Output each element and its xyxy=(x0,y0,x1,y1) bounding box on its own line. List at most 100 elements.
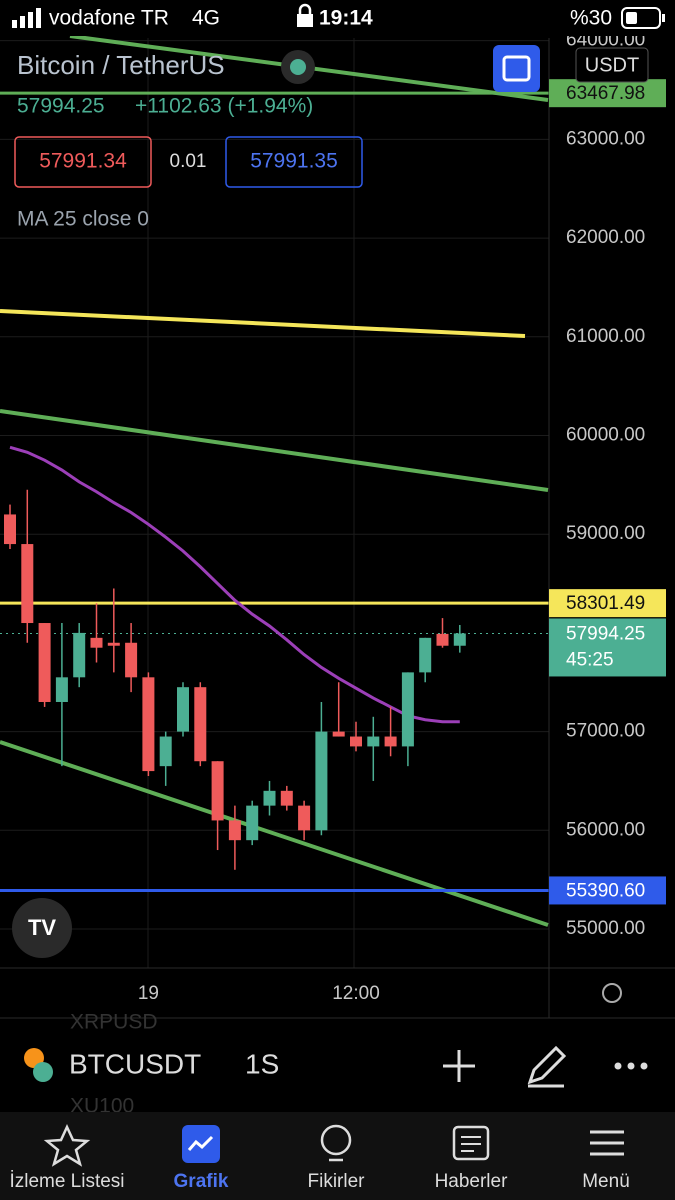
candle-body xyxy=(21,544,34,624)
candle-body xyxy=(159,736,172,767)
x-tick-label: 19 xyxy=(138,983,159,1004)
candle-body xyxy=(194,687,207,762)
candle-body xyxy=(246,805,259,841)
toolbar-interval[interactable]: 1S xyxy=(245,1048,279,1079)
y-tick-label: 60000.00 xyxy=(566,425,645,446)
y-tick-label: 63000.00 xyxy=(566,128,645,149)
toolbar-symbol[interactable]: BTCUSDT xyxy=(69,1048,201,1079)
bid: 57991.34 xyxy=(39,150,127,173)
battery-icon xyxy=(621,7,665,29)
last-price-box xyxy=(549,618,666,677)
tab-icon xyxy=(187,1135,214,1151)
candle-body xyxy=(211,761,224,821)
candle-body xyxy=(315,731,328,831)
indicator-legend: MA 25 close 0 xyxy=(17,208,149,231)
logo-mark: TV xyxy=(28,915,56,940)
price-level-box xyxy=(549,79,666,108)
tab-icon xyxy=(182,1125,220,1163)
fullscreen-icon xyxy=(502,55,531,82)
network: 4G xyxy=(192,7,220,30)
moving-average xyxy=(9,445,460,724)
candle-body xyxy=(55,677,68,702)
x-tick-label: 12:00 xyxy=(332,983,380,1004)
watchlist-prev: XRPUSD xyxy=(70,1011,158,1034)
candle-body xyxy=(107,642,120,646)
candle-body xyxy=(384,736,397,747)
candle-body xyxy=(73,632,86,678)
tab-icon xyxy=(320,1124,352,1156)
trend-line xyxy=(0,309,526,338)
candle-body xyxy=(367,736,380,747)
currency: USDT xyxy=(585,54,639,76)
currency-box xyxy=(575,47,649,83)
market-status-dot xyxy=(290,59,306,75)
candle-body xyxy=(38,623,51,702)
candle-body xyxy=(453,633,466,646)
y-tick-label: 57000.00 xyxy=(566,721,645,742)
price-level-box xyxy=(549,589,666,618)
fullscreen-button[interactable] xyxy=(493,45,540,92)
tab-icon xyxy=(452,1125,490,1161)
status-bar xyxy=(0,0,675,36)
y-tick-label: 62000.00 xyxy=(566,227,645,248)
symbol-name: Bitcoin / TetherUS xyxy=(17,50,225,80)
candle-body xyxy=(263,790,276,806)
coin-icon xyxy=(33,1062,53,1082)
price-level-label: 55390.60 xyxy=(566,880,645,901)
spread: 0.01 xyxy=(170,151,207,172)
candle-body xyxy=(142,677,155,772)
trend-line xyxy=(0,740,549,927)
ask: 57991.35 xyxy=(250,150,338,173)
marks xyxy=(0,91,549,892)
tab-icon xyxy=(590,1130,624,1156)
candle-body xyxy=(177,687,189,732)
price-change: +1102.63 (+1.94%) xyxy=(135,95,313,118)
axis-settings[interactable] xyxy=(602,983,622,1003)
y-tick-label: 55000.00 xyxy=(566,918,645,939)
price-axis: 55000.00 56000.00 57000.00 59000.00 60000.00… xyxy=(138,30,666,1004)
y-tick-label: 59000.00 xyxy=(566,523,645,544)
price-level-box xyxy=(549,876,666,905)
y-tick-label: 61000.00 xyxy=(566,326,645,347)
candle-body xyxy=(401,672,414,747)
draw-button[interactable] xyxy=(527,1045,567,1088)
watchlist-next: XU100 xyxy=(70,1095,134,1118)
tab-label[interactable]: Fikirler xyxy=(308,1171,366,1192)
add-button[interactable] xyxy=(443,1050,475,1082)
sell-button[interactable] xyxy=(14,136,152,188)
logo[interactable] xyxy=(12,898,72,958)
candle-body xyxy=(436,633,449,646)
candle-body xyxy=(228,820,241,841)
price-level-label: 58301.49 xyxy=(566,593,645,614)
tab-icon xyxy=(461,1136,481,1152)
last-price-label: 57994.25 xyxy=(566,623,645,644)
battery-level: %30 xyxy=(570,7,612,30)
tab-label[interactable]: Menü xyxy=(582,1171,630,1192)
trend-line xyxy=(0,409,549,492)
y-tick-label: 56000.00 xyxy=(566,819,645,840)
candle-body xyxy=(332,731,345,737)
countdown: 45:25 xyxy=(566,649,614,670)
price-level-label: 63467.98 xyxy=(566,83,645,104)
tab-icon xyxy=(43,1124,91,1167)
candle-body xyxy=(298,805,311,831)
tab-label[interactable]: Haberler xyxy=(435,1171,509,1192)
lock-icon xyxy=(297,3,313,27)
candle-body xyxy=(4,514,16,545)
candle-body xyxy=(125,642,138,678)
candle-body xyxy=(90,637,103,648)
buy-button[interactable] xyxy=(225,136,363,188)
plot xyxy=(0,38,549,968)
signal-icon xyxy=(12,8,41,28)
candle-body xyxy=(419,637,432,673)
candle-body xyxy=(280,790,293,806)
tab-label[interactable]: İzleme Listesi xyxy=(9,1171,124,1192)
last-price: 57994.25 xyxy=(17,95,105,118)
tabs: İzleme Listesi Grafik Fikirler Haberler Menü xyxy=(9,1171,629,1192)
carrier: vodafone TR xyxy=(49,7,169,30)
tab-label[interactable]: Grafik xyxy=(174,1171,229,1192)
more-button[interactable] xyxy=(614,1062,648,1070)
clock: 19:14 xyxy=(319,7,373,30)
